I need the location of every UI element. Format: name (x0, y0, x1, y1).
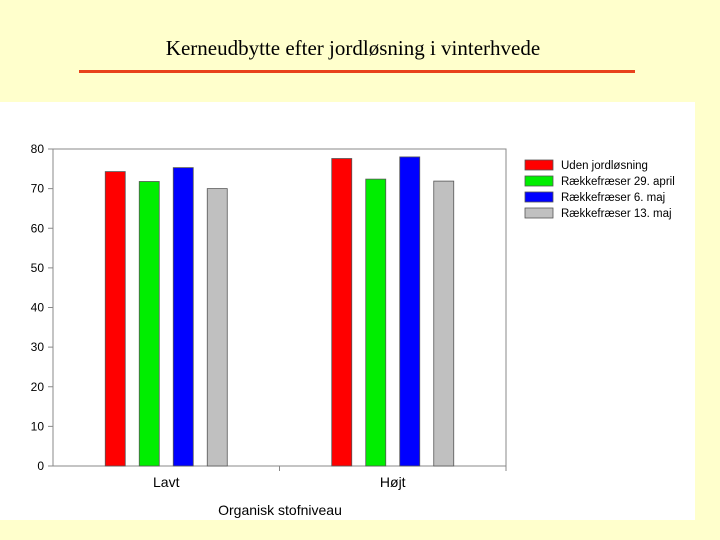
bar-chart: 0 10 20 30 40 50 60 70 80 Lavt Højt Organisk stof… (31, 142, 675, 518)
y-tick-label: 50 (31, 261, 45, 275)
bar-højt-series-2 (365, 178, 387, 467)
legend-swatch (524, 207, 554, 219)
bar-højt-series-4 (433, 180, 455, 467)
plot-area (52, 148, 507, 467)
y-tick-label: 0 (37, 459, 44, 473)
bar-lavt-series-4 (206, 188, 228, 467)
slide-title: Kerneudbytte efter jordløsning i vinterh… (165, 36, 541, 60)
x-axis-label: Organisk stofniveau (218, 502, 342, 518)
legend-label: Rækkefræser 29. april (561, 176, 675, 188)
y-tick-label: 80 (31, 142, 45, 156)
y-tick-label: 70 (31, 182, 45, 196)
legend-swatch (524, 175, 554, 187)
bar-lavt-series-3 (172, 167, 194, 467)
y-tick-label: 20 (31, 380, 45, 394)
x-category-label: Lavt (153, 474, 180, 490)
title-underline (79, 70, 635, 73)
y-tick-label: 40 (31, 301, 45, 315)
legend-label: Rækkefræser 6. maj (561, 192, 665, 204)
bar-lavt-series-2 (138, 181, 160, 467)
legend-swatch (524, 191, 554, 203)
bar-lavt-series-1 (104, 171, 126, 467)
legend-label: Rækkefræser 13. maj (561, 208, 672, 220)
bar-højt-series-1 (331, 158, 353, 467)
legend-swatch (524, 159, 554, 171)
chart-panel: 0 10 20 30 40 50 60 70 80 Lavt Højt Organisk stof… (0, 102, 695, 520)
y-tick-label: 30 (31, 340, 45, 354)
y-tick-label: 60 (31, 221, 45, 235)
x-category-label: Højt (380, 474, 406, 490)
legend-label: Uden jordløsning (561, 160, 648, 172)
y-tick-label: 10 (31, 419, 45, 433)
bar-højt-series-3 (399, 156, 421, 467)
